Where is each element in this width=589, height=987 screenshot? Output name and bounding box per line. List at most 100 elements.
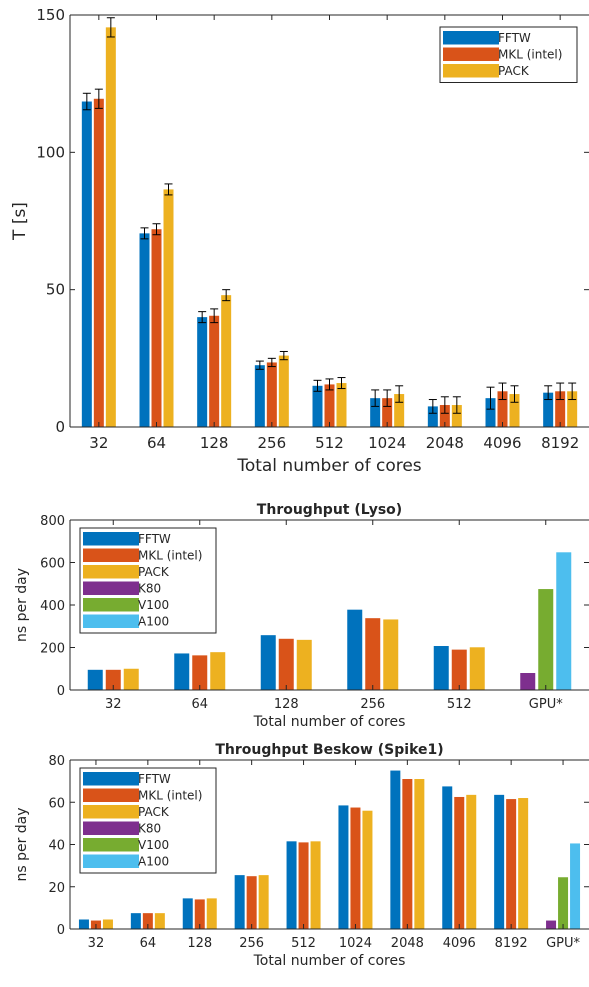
x-tick-label: 4096 [443, 936, 476, 951]
bar-mkl-intel-128 [194, 899, 205, 929]
bar-fftw-64 [174, 653, 190, 690]
legend-swatch [83, 548, 139, 562]
bar-mkl-intel-4096 [454, 796, 465, 929]
bar-mkl-intel-512 [451, 649, 467, 690]
x-tick-label: 2048 [426, 434, 464, 452]
y-tick-label: 800 [40, 514, 65, 529]
y-tick-label: 100 [36, 143, 65, 161]
bar-pack-128 [296, 639, 312, 690]
legend-swatch [83, 805, 139, 819]
bar-mkl-intel-64 [192, 655, 208, 690]
y-tick-label: 80 [48, 754, 65, 769]
bar-fftw-1024 [370, 398, 381, 427]
bar-mkl-intel-256 [246, 876, 257, 929]
x-tick-label: 128 [187, 936, 212, 951]
bar-pack-2048 [451, 405, 462, 427]
legend-label: K80 [138, 822, 161, 836]
bar-pack-8192 [567, 391, 578, 427]
bar-mkl-intel-4096 [497, 391, 508, 427]
bar-mkl-intel-8192 [555, 391, 566, 427]
x-tick-label: 512 [291, 936, 316, 951]
x-tick-label: 1024 [339, 936, 372, 951]
bar-a100-gpu [556, 552, 572, 690]
x-tick-label: 32 [105, 697, 122, 712]
bar-fftw-2048 [390, 770, 401, 929]
legend-label: PACK [498, 64, 530, 78]
x-tick-label: 8192 [495, 936, 528, 951]
y-tick-label: 0 [57, 923, 65, 938]
bar-pack-32 [102, 919, 113, 929]
bar-fftw-2048 [427, 406, 438, 427]
bar-pack-256 [278, 355, 289, 427]
legend-swatch [83, 614, 139, 628]
bar-pack-128 [221, 295, 232, 427]
x-tick-label: 512 [447, 697, 472, 712]
legend-swatch [443, 31, 499, 45]
y-tick-label: 600 [40, 557, 65, 572]
bar-fftw-32 [87, 669, 103, 690]
x-tick-label: 32 [89, 434, 108, 452]
x-tick-label: 128 [200, 434, 229, 452]
legend-swatch [83, 581, 139, 595]
bar-fftw-4096 [442, 786, 453, 929]
legend-label: K80 [138, 582, 161, 596]
bar-pack-64 [210, 652, 226, 690]
chart-3: 0 20 40 60 80 32 64 128 256 512 1024 2048 4096 8192 GP… [14, 742, 589, 969]
bar-pack-512 [336, 383, 347, 427]
legend-label: V100 [138, 598, 169, 612]
y-tick-label: 20 [48, 881, 65, 896]
bar-mkl-intel-32 [105, 669, 121, 690]
bar-pack-32 [123, 668, 139, 690]
bar-mkl-intel-256 [266, 362, 277, 427]
y-axis-label: T [s] [10, 202, 30, 241]
bar-pack-512 [310, 841, 321, 929]
legend-label: FFTW [498, 31, 531, 45]
x-tick-label: 2048 [391, 936, 424, 951]
x-tick-label: 256 [258, 434, 287, 452]
chart-1: 0 50 100 150 32 64 128 256 512 1024 2048 4096 8192 To… [10, 6, 589, 476]
bar-mkl-intel-64 [142, 913, 153, 929]
x-tick-label: 512 [315, 434, 344, 452]
y-axis-label: ns per day [14, 568, 30, 642]
legend-label: A100 [138, 615, 169, 629]
legend-swatch [83, 772, 139, 786]
legend-swatch [83, 788, 139, 802]
x-axis-label: Total number of cores [236, 456, 421, 476]
legend-label: PACK [138, 565, 170, 579]
bar-mkl-intel-8192 [506, 799, 517, 929]
x-tick-label: 4096 [483, 434, 521, 452]
x-tick-label: 8192 [541, 434, 579, 452]
y-tick-label: 60 [48, 796, 65, 811]
bar-fftw-32 [81, 101, 92, 428]
bar-mkl-intel-512 [298, 842, 309, 929]
bar-mkl-intel-32 [93, 98, 104, 428]
chart-title: Throughput (Lyso) [257, 502, 402, 518]
chart-title: Throughput Beskow (Spike1) [215, 742, 443, 758]
x-tick-label: GPU* [546, 936, 580, 951]
bar-pack-4096 [509, 394, 520, 427]
x-tick-label: 64 [147, 434, 166, 452]
x-tick-label: 1024 [368, 434, 406, 452]
bar-pack-64 [154, 913, 165, 929]
bar-v100-gpu [558, 877, 569, 929]
legend-label: FFTW [138, 532, 171, 546]
x-tick-label: 256 [239, 936, 264, 951]
x-axis-label: Total number of cores [253, 714, 406, 730]
bar-pack-8192 [518, 798, 529, 929]
bar-pack-64 [163, 189, 174, 427]
bar-fftw-128 [197, 317, 208, 427]
legend-swatch [83, 821, 139, 835]
x-tick-label: GPU* [529, 697, 563, 712]
y-tick-label: 40 [48, 839, 65, 854]
y-tick-label: 200 [40, 642, 65, 657]
bar-pack-1024 [394, 394, 405, 427]
bar-fftw-512 [433, 646, 449, 690]
legend-label: PACK [138, 805, 170, 819]
x-tick-label: 64 [191, 697, 208, 712]
bar-fftw-64 [130, 913, 141, 929]
legend-swatch [83, 838, 139, 852]
bar-pack-32 [105, 27, 116, 428]
bar-fftw-512 [286, 841, 297, 929]
bar-fftw-8192 [494, 794, 505, 929]
